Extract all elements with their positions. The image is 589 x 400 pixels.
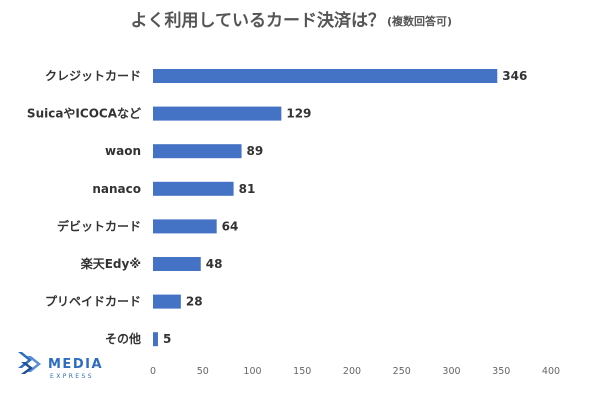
category-label: 楽天Edy※ xyxy=(81,256,141,271)
category-labels: クレジットカード SuicaやICOCAなど waon nanaco デビットカード楽天… xyxy=(27,69,141,346)
bar xyxy=(153,181,234,196)
logo: MEDIA EXPRESS xyxy=(18,352,103,380)
logo-subtext: EXPRESS xyxy=(50,373,94,380)
category-label: SuicaやICOCAなど xyxy=(27,107,141,121)
bar xyxy=(153,257,201,271)
x-tick-label: 200 xyxy=(343,366,361,377)
chart-title-main: よく利用しているカード決済は？ xyxy=(131,10,386,31)
category-label: waon xyxy=(105,144,141,158)
x-tick-label: 100 xyxy=(243,366,261,377)
value-label: 89 xyxy=(247,144,264,158)
x-tick-label: 50 xyxy=(197,366,209,377)
chart-title-subtitle: (複数回答可) xyxy=(387,14,452,28)
category-label: その他 xyxy=(105,331,141,346)
x-axis-ticks: 0 50 100 150 200 250 300 350 400 xyxy=(150,366,560,377)
x-tick-label: 350 xyxy=(492,366,510,377)
x-tick-label: 250 xyxy=(393,366,411,377)
media-express-logo-icon xyxy=(18,352,41,374)
bar xyxy=(153,106,282,121)
bar xyxy=(153,294,181,309)
x-tick-label: 0 xyxy=(150,366,156,377)
bar xyxy=(153,69,498,83)
chart-title: よく利用しているカード決済は？ (複数回答可) xyxy=(131,10,453,31)
value-label: 129 xyxy=(286,107,311,121)
value-label: 346 xyxy=(502,69,527,83)
bar xyxy=(153,144,242,159)
category-label: クレジットカード xyxy=(45,69,141,83)
value-label: 48 xyxy=(206,257,223,271)
x-tick-label: 400 xyxy=(542,366,560,377)
bars-layer xyxy=(153,69,498,347)
category-label: デビットカード xyxy=(57,218,141,233)
category-label: nanaco xyxy=(92,182,141,196)
value-labels: 346 129 89 81 64 48 28 5 xyxy=(163,69,527,346)
value-label: 64 xyxy=(222,219,239,233)
value-label: 28 xyxy=(186,295,203,309)
x-tick-label: 300 xyxy=(442,366,460,377)
x-tick-label: 150 xyxy=(293,366,311,377)
value-label: 81 xyxy=(239,182,256,196)
value-label: 5 xyxy=(163,332,171,346)
category-label: プリペイドカード xyxy=(45,294,141,309)
bar xyxy=(153,219,217,234)
bar xyxy=(153,332,158,347)
logo-text: MEDIA xyxy=(48,357,103,372)
